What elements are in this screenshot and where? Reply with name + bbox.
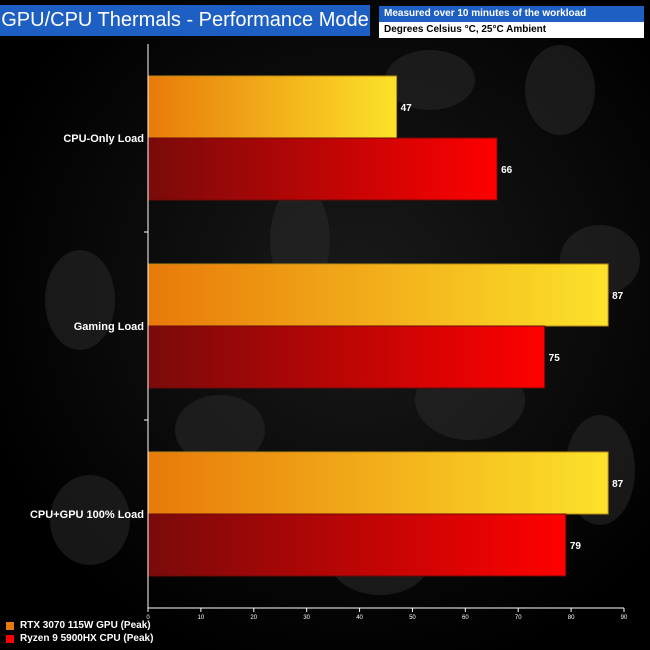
category-label: Gaming Load	[74, 321, 144, 333]
x-tick-label: 90	[621, 615, 628, 621]
x-tick-label: 80	[568, 615, 575, 621]
legend-item-cpu: Ryzen 9 5900HX CPU (Peak)	[6, 632, 153, 645]
data-label: 87	[612, 291, 624, 302]
legend-swatch	[6, 621, 14, 630]
x-tick-label: 70	[515, 615, 522, 621]
x-tick-label: 50	[409, 615, 416, 621]
x-tick-label: 20	[250, 615, 257, 621]
chart-title: GPU/CPU Thermals - Performance Mode	[0, 5, 370, 36]
data-label: 66	[501, 165, 513, 176]
legend-label: Ryzen 9 5900HX CPU (Peak)	[20, 633, 154, 644]
info-measurement: Measured over 10 minutes of the workload	[379, 6, 644, 22]
legend: RTX 3070 115W GPU (Peak) Ryzen 9 5900HX C…	[6, 619, 153, 645]
data-label: 87	[612, 479, 624, 490]
bar-gpu-1	[147, 263, 609, 327]
bar-cpu-1	[147, 325, 546, 389]
x-tick-label: 0	[146, 615, 150, 621]
category-label: CPU-Only Load	[63, 133, 144, 145]
category-label: CPU+GPU 100% Load	[30, 509, 144, 521]
bar-gpu-0	[147, 75, 398, 139]
legend-item-gpu: RTX 3070 115W GPU (Peak)	[6, 619, 153, 632]
legend-label: RTX 3070 115W GPU (Peak)	[20, 620, 151, 631]
bar-cpu-2	[147, 513, 567, 577]
data-label: 75	[549, 353, 561, 364]
x-tick-label: 30	[303, 615, 310, 621]
x-tick-label: 10	[198, 615, 205, 621]
x-tick-label: 40	[356, 615, 363, 621]
bar-cpu-0	[147, 137, 498, 201]
data-label: 79	[570, 541, 582, 552]
data-label: 47	[401, 103, 413, 114]
x-tick-label: 60	[462, 615, 469, 621]
info-units: Degrees Celsius °C, 25°C Ambient	[379, 22, 644, 38]
bar-gpu-2	[147, 451, 609, 515]
legend-swatch	[6, 634, 14, 643]
